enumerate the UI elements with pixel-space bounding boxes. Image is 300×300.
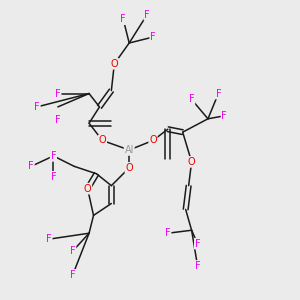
Text: O: O [125, 163, 133, 173]
Text: F: F [51, 172, 56, 182]
Text: F: F [144, 10, 150, 20]
Text: F: F [55, 115, 61, 125]
Text: F: F [195, 238, 200, 249]
Text: O: O [84, 184, 92, 194]
Text: F: F [189, 94, 194, 104]
Text: F: F [215, 88, 221, 98]
Text: O: O [149, 136, 157, 146]
Text: F: F [70, 246, 76, 256]
Text: F: F [70, 270, 76, 280]
Text: F: F [34, 102, 40, 112]
Text: O: O [188, 157, 195, 167]
Text: O: O [99, 136, 106, 146]
Text: F: F [150, 32, 156, 42]
Text: Al: Al [124, 145, 134, 155]
Text: F: F [46, 234, 52, 244]
Text: F: F [51, 151, 56, 161]
Text: F: F [55, 88, 61, 98]
Text: O: O [110, 59, 118, 69]
Text: F: F [165, 228, 171, 238]
Text: F: F [120, 14, 126, 24]
Text: F: F [221, 111, 227, 121]
Text: F: F [195, 261, 200, 271]
Text: F: F [28, 161, 34, 171]
